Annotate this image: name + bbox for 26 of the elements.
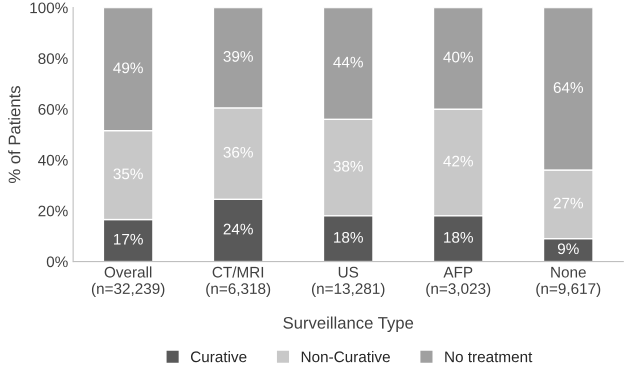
y-tick-label: 0% [46,256,68,268]
data-label: 40% [443,52,473,62]
legend-label: Non-Curative [302,351,390,362]
data-label: 18% [444,232,473,243]
legend-label: Curative [190,351,246,362]
data-label: 17% [114,234,143,245]
y-tick-label: 60% [38,104,68,115]
x-tick-label: US (n=13,281) [312,266,384,298]
y-axis-title: % of Patients [8,86,20,184]
x-tick-label: AFP (n=3,023) [426,266,490,298]
x-tick-label: None (n=9,617) [536,266,600,298]
data-label: 18% [334,232,363,243]
x-tick-label: Overall (n=32,239) [92,266,164,298]
data-label: 24% [224,224,253,234]
data-label: 44% [333,56,363,68]
y-tick-label: 100% [30,2,68,14]
y-tick-label: 40% [38,154,68,166]
x-tick-label: CT/MRI (n=6,318) [206,266,270,298]
data-label: 39% [223,51,253,62]
data-label: 9% [558,243,579,254]
data-label: 64% [554,82,584,93]
y-tick-label: 80% [38,53,68,64]
data-label: 49% [113,62,143,74]
legend-label: No treatment [445,352,532,362]
y-tick-label: 20% [38,206,68,216]
x-axis-title: Surveillance Type [283,316,414,332]
